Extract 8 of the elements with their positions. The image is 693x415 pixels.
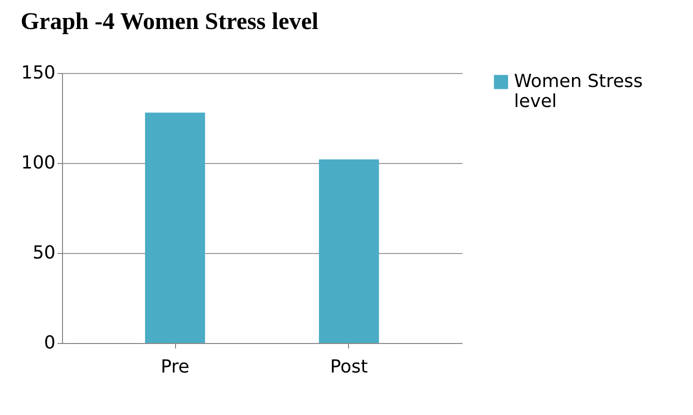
legend-label: Women Stress level [514,71,643,112]
x-tick-label: Pre [160,356,190,378]
y-tick-label: 0 [44,332,56,354]
y-tick-label: 100 [21,152,56,174]
x-tick-label: Post [330,356,368,378]
y-tick-label: 50 [32,242,56,264]
y-tick-label: 150 [21,62,56,84]
chart-title: Graph -4 Women Stress level [20,9,319,35]
